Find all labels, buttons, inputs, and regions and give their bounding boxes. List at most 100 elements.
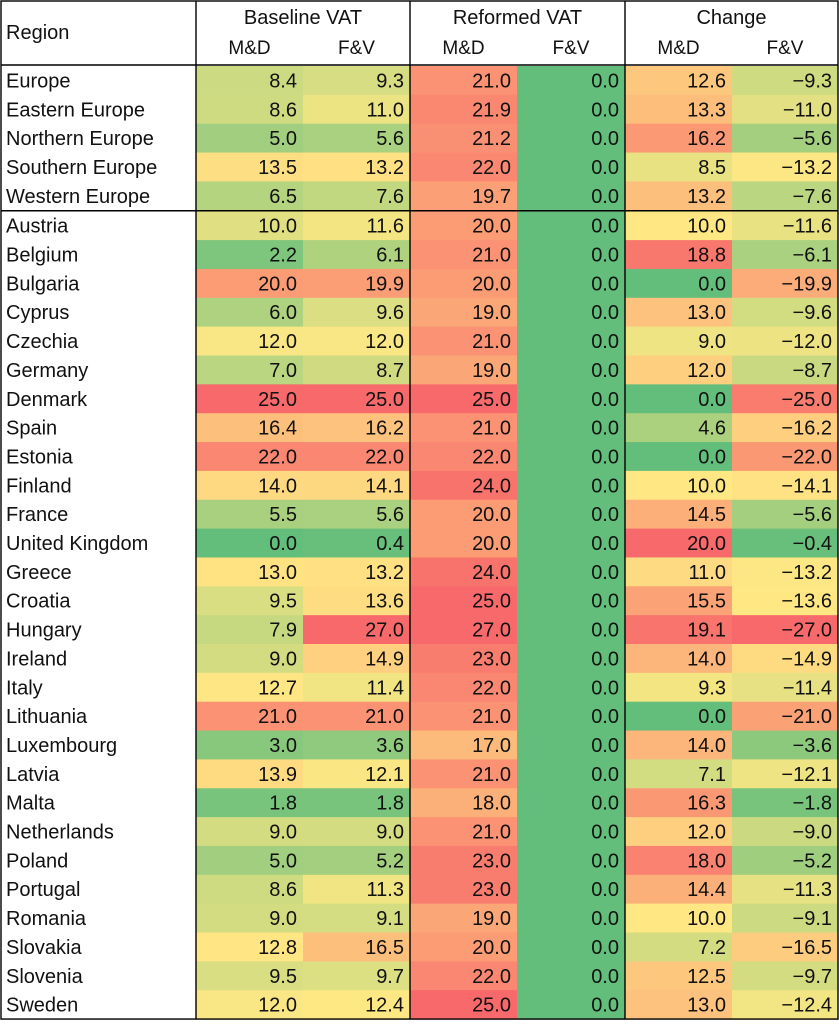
aggregate-row-cell (625, 181, 732, 211)
aggregate-row-cell (625, 66, 732, 96)
country-row-cell (196, 211, 303, 241)
aggregate-row-value: 11.0 (367, 99, 404, 121)
country-row-cell (732, 817, 838, 847)
aggregate-row-cell (410, 94, 517, 125)
country-row-cell (303, 326, 410, 357)
country-row-cell (732, 730, 838, 760)
country-row-cell (303, 586, 410, 616)
country-row-value: 0.0 (591, 822, 619, 844)
country-row-value: 18.0 (687, 850, 726, 872)
country-row-value: 14.9 (365, 648, 404, 670)
country-row-value: 9.1 (376, 908, 404, 930)
country-row-cell (517, 644, 625, 674)
aggregate-row-value: 6.5 (269, 186, 297, 208)
country-row-cell (410, 701, 517, 732)
country-row-value: 12.8 (258, 937, 297, 959)
country-row-value: −6.1 (793, 245, 832, 267)
country-row-value: 22.0 (258, 446, 297, 468)
aggregate-row-cell (196, 66, 303, 96)
aggregate-row-label: Southern Europe (6, 157, 157, 179)
aggregate-row-cell (625, 152, 732, 182)
aggregate-row-cell (517, 94, 625, 125)
country-row-cell (625, 759, 732, 789)
country-row-cell (625, 268, 732, 299)
country-row-cell (303, 845, 410, 876)
country-row-label: Slovenia (6, 966, 84, 988)
country-row-cell (410, 644, 517, 674)
country-row-value: 25.0 (365, 389, 404, 411)
aggregate-row-cell (196, 94, 303, 125)
country-row-cell (196, 701, 303, 732)
country-row-value: 12.1 (365, 764, 404, 786)
aggregate-row-cell (517, 152, 625, 182)
country-row-cell (732, 586, 838, 616)
country-row-cell (517, 326, 625, 357)
country-row-value: 16.2 (365, 418, 404, 440)
country-row-value: 24.0 (472, 562, 511, 584)
country-row-label: Croatia (6, 591, 71, 613)
country-row-cell (196, 845, 303, 876)
country-row-value: 16.4 (258, 418, 297, 440)
aggregate-row-cell (732, 66, 838, 96)
country-row-value: −16.5 (781, 937, 832, 959)
country-row-cell (625, 932, 732, 962)
country-row-value: 2.2 (269, 245, 297, 267)
country-row-value: 0.0 (698, 706, 726, 728)
country-row-cell (517, 355, 625, 385)
country-row-value: 21.0 (472, 245, 511, 267)
country-row-cell (517, 268, 625, 299)
country-row-value: −27.0 (781, 620, 832, 642)
aggregate-row-cell (303, 94, 410, 125)
header-sub-4: M&D (657, 38, 699, 59)
country-row-value: 21.0 (472, 822, 511, 844)
aggregate-row-value: 8.6 (269, 99, 297, 121)
country-row-value: 5.5 (269, 504, 297, 526)
aggregate-row-value: 0.0 (591, 70, 619, 92)
country-row-cell (410, 384, 517, 414)
country-row-value: 0.0 (591, 677, 619, 699)
country-row-value: 3.6 (376, 735, 404, 757)
aggregate-row-value: 22.0 (472, 157, 511, 179)
aggregate-row-cell (517, 181, 625, 211)
country-row-cell (625, 240, 732, 270)
country-row-value: 10.0 (687, 908, 726, 930)
country-row-value: 20.0 (472, 273, 511, 295)
aggregate-row-label: Europe (6, 70, 71, 92)
country-row-cell (303, 499, 410, 530)
country-row-value: 13.6 (365, 591, 404, 613)
aggregate-row-value: −7.6 (793, 186, 832, 208)
country-row-cell (517, 240, 625, 270)
aggregate-row-cell (303, 181, 410, 211)
aggregate-row-value: −5.6 (793, 128, 832, 150)
country-row-cell (517, 557, 625, 587)
country-row-value: 0.0 (591, 475, 619, 497)
aggregate-row-value: −13.2 (781, 157, 832, 179)
country-row-value: 16.5 (365, 937, 404, 959)
country-row-cell (732, 211, 838, 241)
country-row-cell (303, 384, 410, 414)
country-row-cell (410, 528, 517, 559)
aggregate-row-value: 7.6 (376, 186, 404, 208)
country-row-cell (196, 384, 303, 414)
country-row-cell (303, 932, 410, 962)
country-row-value: 0.0 (591, 562, 619, 584)
country-row-cell (196, 961, 303, 991)
country-row-value: 11.3 (367, 879, 404, 901)
header-sub-3: F&V (553, 38, 590, 59)
country-row-value: 9.0 (269, 822, 297, 844)
country-row-value: 0.0 (591, 533, 619, 555)
country-row-cell (303, 990, 410, 1020)
country-row-value: 20.0 (472, 504, 511, 526)
country-row-value: 0.0 (591, 735, 619, 757)
country-row-cell (732, 615, 838, 645)
aggregate-row-value: 13.5 (258, 157, 297, 179)
country-row-value: 13.0 (258, 562, 297, 584)
country-row-value: 14.5 (687, 504, 726, 526)
country-row-value: 9.5 (269, 966, 297, 988)
country-row-cell (732, 845, 838, 876)
country-row-value: 9.6 (376, 302, 404, 324)
country-row-value: −3.6 (793, 735, 832, 757)
country-row-label: Finland (6, 475, 72, 497)
country-row-cell (196, 874, 303, 905)
country-row-value: 0.0 (591, 850, 619, 872)
